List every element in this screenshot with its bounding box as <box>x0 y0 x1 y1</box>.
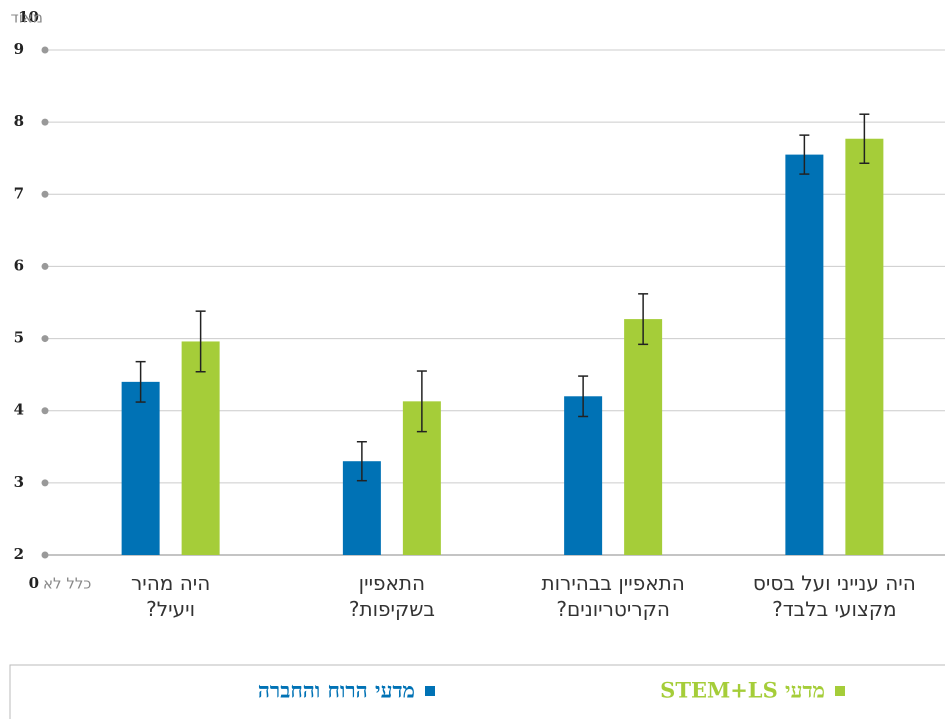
y-tick-label: 4 <box>14 401 24 419</box>
y-tick-label: 6 <box>14 256 24 274</box>
tick-dot <box>41 335 49 343</box>
tick-dot <box>41 551 49 559</box>
y-top-number: 10 <box>18 8 39 26</box>
bar <box>845 138 884 555</box>
y-top-text: מאוד <box>11 9 44 27</box>
bar <box>624 319 663 555</box>
y-tick-label: 2 <box>14 545 24 563</box>
tick-dot <box>41 190 49 198</box>
x-tick-label: היה מהיר ויעיל? <box>130 571 211 621</box>
legend-label: מדעי הרוח והחברה <box>258 678 415 703</box>
bar <box>564 396 603 555</box>
tick-dot <box>41 262 49 270</box>
y-tick-label: 3 <box>14 473 24 491</box>
y-bottom-text: כלל לא <box>43 575 91 593</box>
x-tick-label: היה ענייני ועל בסיס מקצועי בלבד? <box>752 571 916 621</box>
y-tick-label: 8 <box>14 112 24 130</box>
legend-swatch <box>425 686 435 696</box>
bar <box>785 154 824 555</box>
tick-dot <box>41 118 49 126</box>
bar <box>181 341 220 555</box>
x-tick-label: התאפיין בשקיפות? <box>348 571 435 621</box>
tick-dot <box>41 407 49 415</box>
legend-label: מדעי STEM+LS <box>660 678 825 703</box>
legend-box <box>9 664 945 719</box>
y-tick-label: 5 <box>14 329 24 347</box>
tick-dot <box>41 479 49 487</box>
legend-swatch <box>835 686 845 696</box>
y-tick-label: 7 <box>14 184 24 202</box>
y-tick-label: 9 <box>14 40 24 58</box>
y-bottom-number: 0 <box>29 574 39 592</box>
x-tick-label: התאפיין בבהירות הקריטריונים? <box>541 571 685 621</box>
tick-dot <box>41 46 49 54</box>
bar <box>121 381 160 555</box>
